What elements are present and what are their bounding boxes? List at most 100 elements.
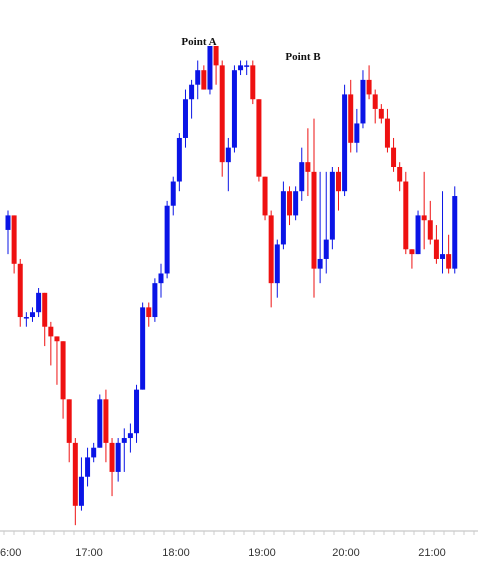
candle-body [403,181,409,250]
candle-down [372,89,378,124]
x-axis: 6:00 17:00 18:00 19:00 20:00 21:00 [0,530,478,559]
candle-up [452,186,458,274]
candle-up [140,302,146,390]
candle-down [366,65,372,100]
candle-body [348,94,354,143]
candle-body [446,254,452,269]
candle-down [397,162,403,192]
candle-down [287,186,293,226]
candle-body [299,162,305,192]
candle-up [225,137,231,192]
candle-down [446,234,452,274]
x-tick-label: 20:00 [332,547,360,559]
candle-up [97,394,103,448]
candle-up [36,288,42,318]
x-tick-label: 17:00 [75,547,103,559]
candle-body [66,399,72,443]
candle-up [274,239,280,298]
candle-body [182,99,188,138]
candle-up [329,167,335,250]
candle-up [440,191,446,274]
candle-up [29,307,35,322]
candle-down [421,171,427,250]
candle-down [11,215,17,274]
candle-up [189,79,195,119]
candle-body [36,292,42,313]
candle-body [372,94,378,109]
annotation-point-a: Point A [181,36,216,48]
candle-up [91,442,97,463]
candle-up [238,60,244,76]
candle-body [103,399,109,443]
annotation-point-b: Point B [285,51,321,63]
candle-down [72,438,78,526]
candle-up [342,84,348,197]
candle-body [287,191,293,216]
candle-body [305,162,311,172]
candle-body [164,205,170,274]
candle-down [146,302,152,327]
candle-body [91,447,97,458]
candle-body [23,317,29,319]
x-tick-label: 18:00 [162,547,190,559]
candle-up [244,60,250,76]
candle-body [158,273,164,284]
candle-body [317,258,323,269]
candle-body [195,70,201,85]
candle-body [121,438,127,443]
candle-body [335,171,341,192]
candle-body [152,283,158,318]
candle-body [146,307,152,318]
candle-down [219,60,225,177]
candle-up [115,438,121,482]
candle-body [433,239,439,259]
candle-up [354,108,360,153]
candle-up [152,278,158,322]
candle-body [109,442,115,472]
candle-down [409,249,415,269]
candle-body [72,442,78,506]
candle-up [195,60,201,100]
candle-down [305,128,311,197]
candle-body [256,99,262,177]
candle-up [317,171,323,284]
candle-down [17,258,23,327]
candle-down [268,210,274,308]
candle-body [262,176,268,216]
candle-body [360,79,366,124]
candle-down [403,171,409,255]
candle-body [421,215,427,221]
candle-body [452,196,458,269]
x-tick-label: 6:00 [0,547,21,559]
candle-body [384,118,390,148]
candle-up [299,147,305,201]
candle-body [250,65,256,100]
candle-down [48,321,54,366]
candle-body [274,244,280,284]
candle-up [170,176,176,216]
candle-up [121,428,127,472]
candle-body [311,171,317,269]
candle-down [384,108,390,153]
annotations: Point A Point B [181,36,321,63]
candle-down [311,118,317,298]
candle-up [293,186,299,221]
candle-down [201,65,207,90]
candle-up [23,312,29,327]
candle-down [262,176,268,221]
candle-body [127,433,133,439]
candle-body [323,239,329,259]
candle-down [427,200,433,245]
candle-body [391,147,397,167]
candle-body [329,171,335,240]
candle-up [176,133,182,192]
candle-up [415,210,421,255]
candle-body [427,220,433,240]
candles-layer [5,46,458,526]
candle-down [348,79,354,153]
candle-down [60,341,66,419]
candle-body [48,326,54,337]
candle-down [54,336,60,385]
candle-body [78,476,84,506]
